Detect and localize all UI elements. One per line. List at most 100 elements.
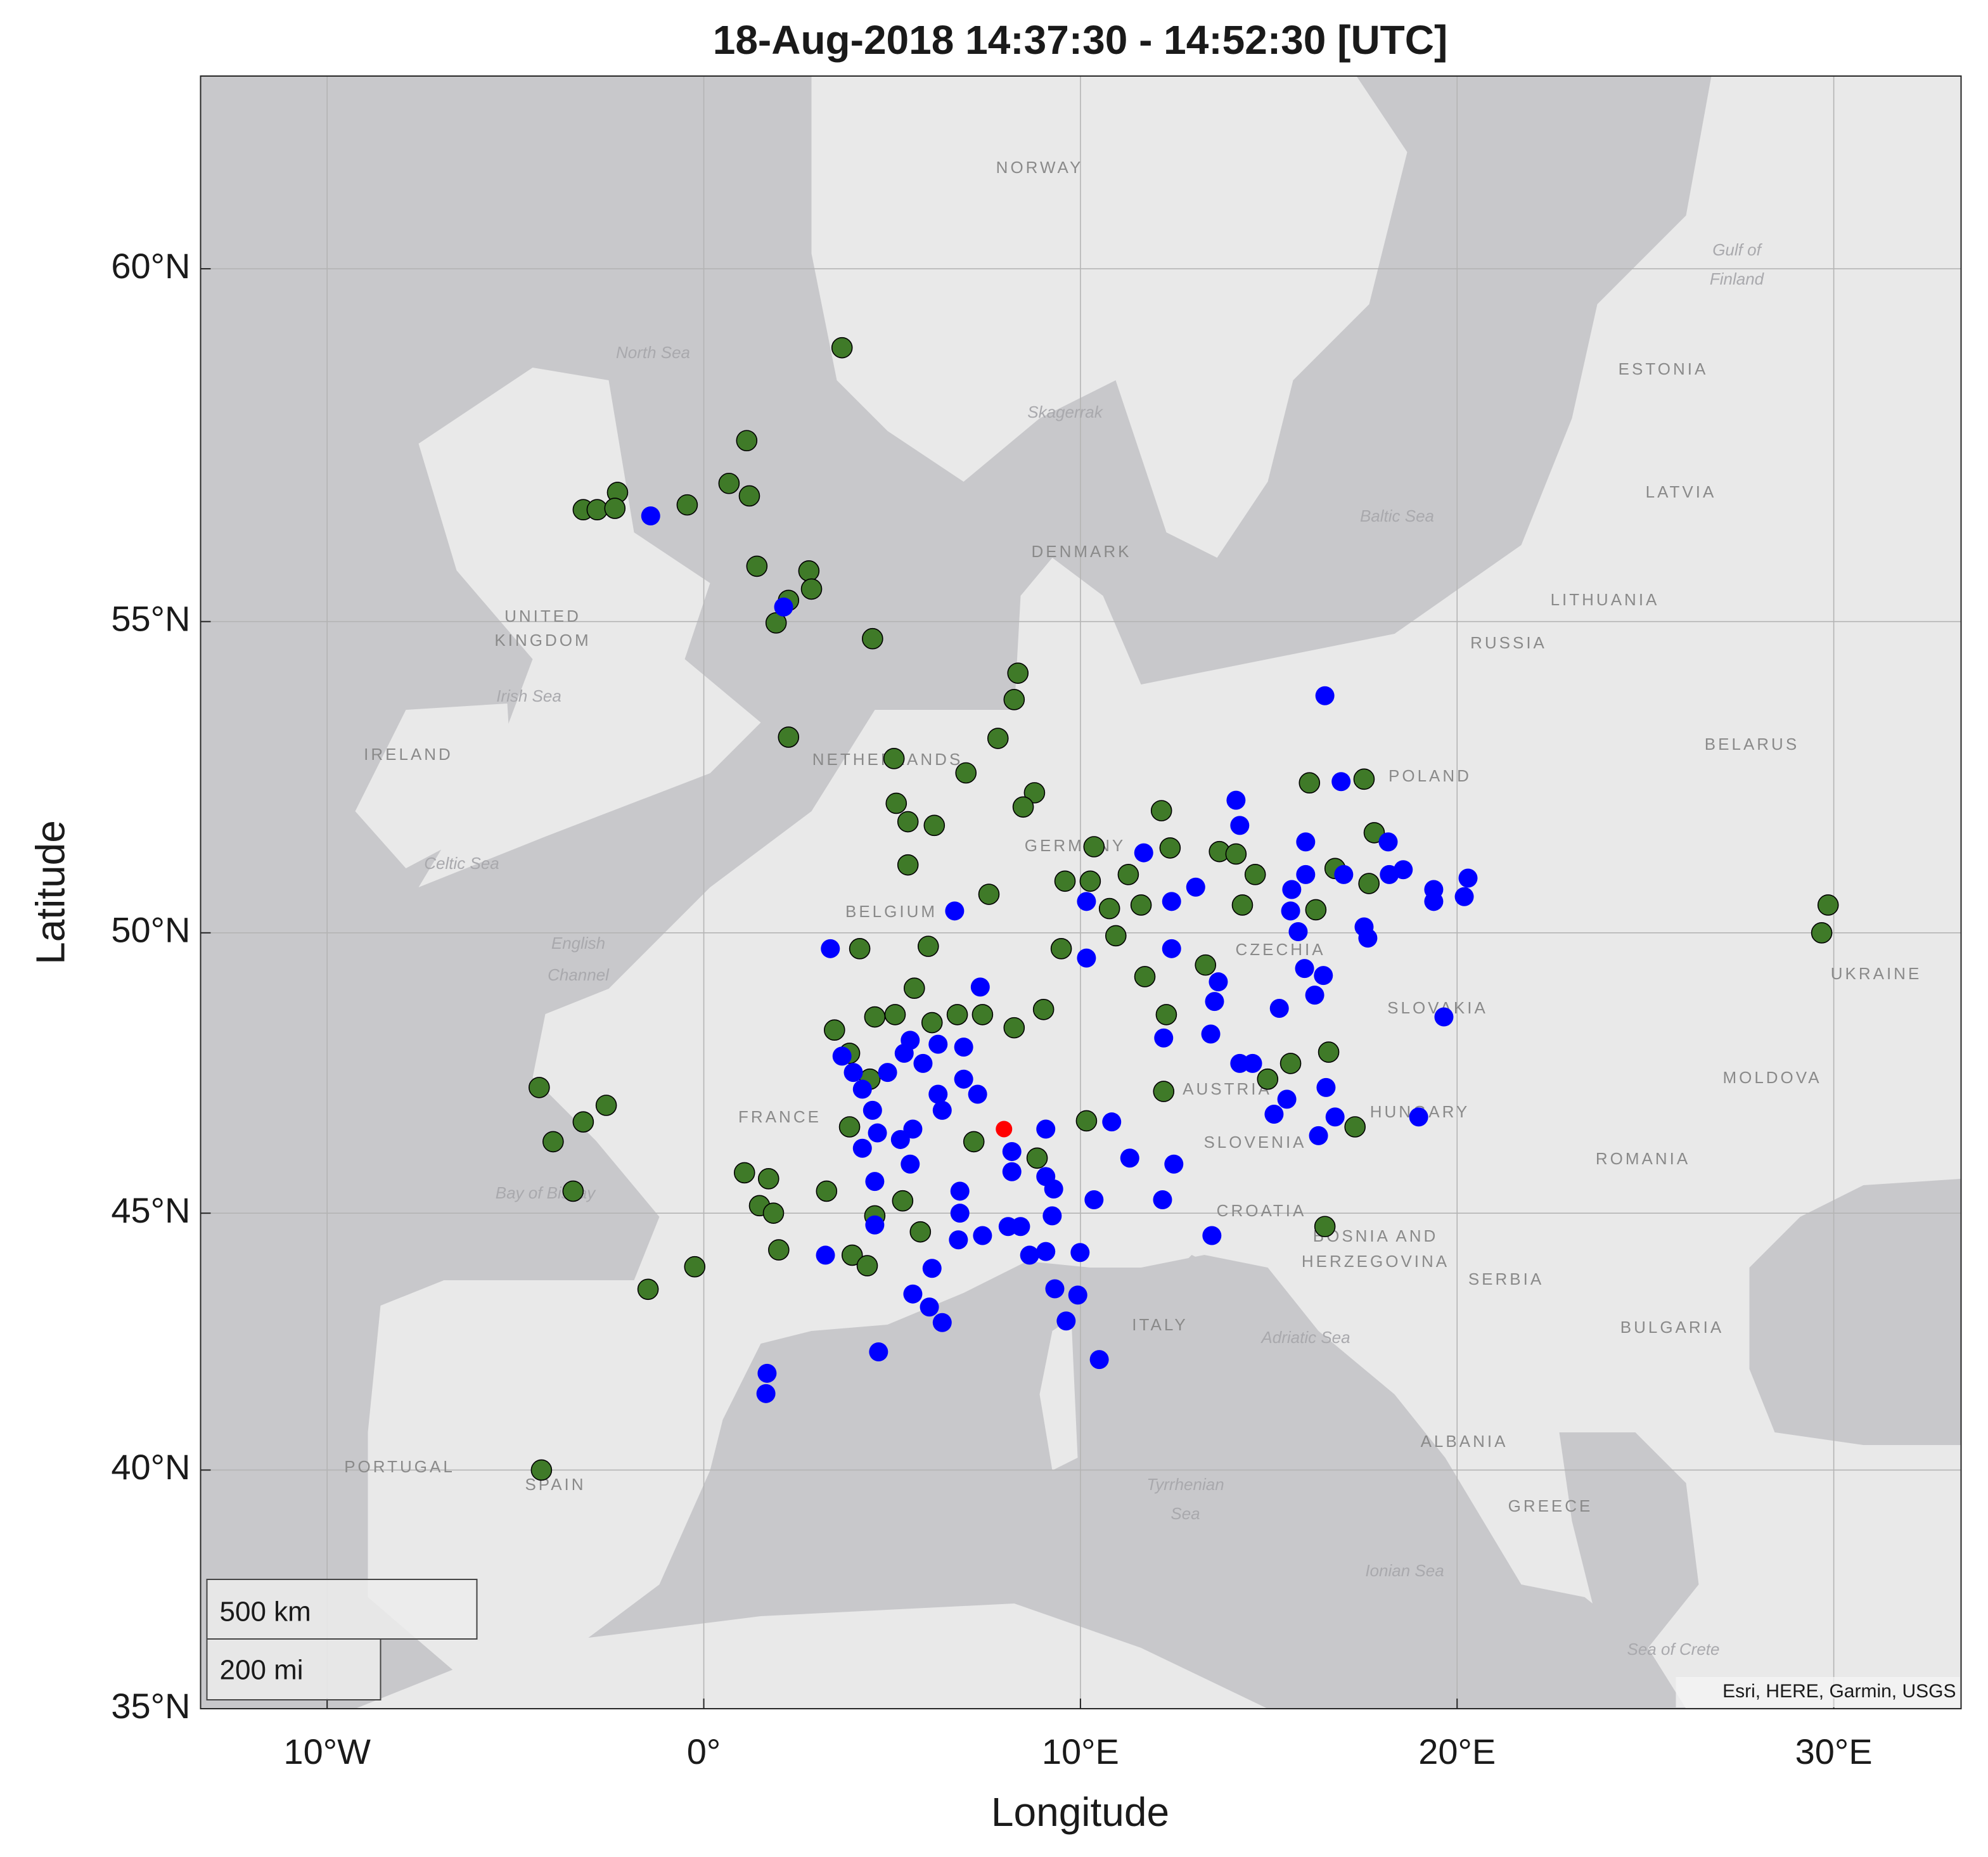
point [757,1168,779,1190]
point [542,1131,564,1153]
x-tick-label: 20°E [1418,1732,1496,1771]
point [798,560,820,582]
point [1811,922,1833,944]
point [1295,959,1314,979]
x-tick-label: 10°W [283,1732,371,1771]
point [1068,1285,1087,1305]
point [1020,1245,1039,1265]
aegean [1559,1432,1699,1648]
x-tick-label: 30°E [1795,1732,1873,1771]
map-label: Channel [548,965,610,984]
point [1281,901,1300,921]
point [968,1084,987,1104]
point [897,854,919,876]
point [1353,768,1375,790]
point [1314,966,1333,986]
point [718,472,740,494]
point [637,1278,659,1301]
point [954,1038,973,1057]
point [843,1063,863,1083]
point [1077,948,1096,968]
point [917,935,939,957]
point [1305,899,1327,921]
point [1314,1216,1336,1238]
map-label: FRANCE [738,1107,821,1126]
point [1344,1116,1366,1138]
y-tick-label: 55°N [111,599,190,639]
point [1036,1242,1056,1261]
map-label: Gulf of [1712,240,1762,259]
point [1282,880,1302,899]
map-label: Sea of Crete [1627,1640,1720,1659]
point [838,1116,861,1138]
map-label: Ionian Sea [1365,1561,1444,1580]
map-label: Celtic Sea [424,854,499,873]
point [821,939,840,958]
map-label: MOLDOVA [1722,1068,1821,1087]
point [1002,1162,1022,1181]
point [890,1129,910,1149]
map-label: KINGDOM [494,631,591,650]
point [595,1095,617,1116]
point [1130,894,1152,916]
point [1325,1107,1345,1127]
north-africa [355,1603,1268,1709]
point [973,1226,992,1245]
map-label: BELGIUM [845,902,937,921]
point [950,1181,970,1201]
point [1454,887,1474,906]
map-label: CZECHIA [1235,940,1325,959]
point [1434,1007,1454,1027]
point [1054,870,1076,892]
point [1042,1206,1062,1226]
point [884,1004,906,1025]
point [1378,832,1398,852]
point [946,1004,968,1025]
point [963,1131,985,1153]
point [1257,1068,1279,1090]
point [1134,966,1156,987]
map-label: PORTUGAL [344,1457,455,1476]
point [1279,1053,1302,1074]
point [586,499,608,521]
point [878,1063,897,1083]
map-label: IRELAND [364,745,453,764]
point [901,1031,920,1050]
map-label: CROATIA [1217,1201,1307,1220]
ireland [355,704,514,868]
point [1023,782,1046,804]
map-label: ITALY [1132,1315,1188,1334]
point [1296,832,1316,852]
point [1201,1024,1221,1044]
map-label: Irish Sea [496,686,561,705]
point [1363,822,1385,844]
point [909,1221,932,1243]
map-label: GERMANY [1025,836,1125,855]
point [756,1384,776,1403]
point [1316,1077,1336,1097]
plot-frame [200,75,1962,1709]
point [1154,1028,1174,1048]
point [903,1284,923,1304]
map-label: SLOVENIA [1203,1133,1306,1152]
point [932,1313,952,1332]
point [1084,1190,1104,1210]
y-tick-label: 50°N [111,910,190,950]
map-label: HERZEGOVINA [1302,1252,1449,1271]
scale-label: 500 km [220,1597,311,1628]
point [901,1154,920,1174]
point [816,1180,838,1202]
point [1225,843,1247,865]
point [1315,686,1335,705]
point [762,1202,785,1224]
point [1458,868,1478,888]
adriatic [1179,1255,1395,1458]
point [1159,837,1181,859]
point [1409,1107,1428,1127]
point [996,1121,1013,1138]
point [1164,1154,1184,1174]
point [932,1100,952,1120]
point [1309,1126,1328,1145]
scandinavia [811,76,1408,558]
